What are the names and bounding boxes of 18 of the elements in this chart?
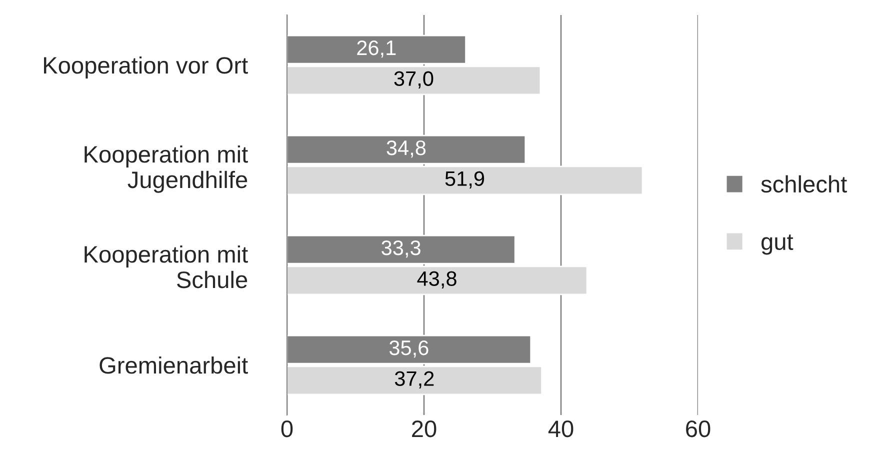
data-label: 51,9 — [445, 171, 484, 188]
data-label: 37,2 — [394, 371, 434, 388]
x-tick-label: 40 — [548, 420, 574, 438]
y-tick-label: Kooperation mit Schule — [84, 245, 248, 288]
data-label: 43,8 — [417, 271, 456, 288]
y-tick-label: Kooperation mit Jugendhilfe — [84, 145, 248, 193]
data-label: 26,1 — [357, 40, 396, 58]
legend-label: schlecht — [761, 175, 847, 193]
data-label: 34,8 — [386, 140, 426, 158]
y-tick-label: Gremienarbeit — [100, 356, 248, 374]
x-tick-label: 60 — [686, 420, 710, 438]
legend-label: gut — [762, 234, 794, 255]
x-tick-label: 20 — [412, 420, 436, 438]
data-label: 37,0 — [394, 71, 434, 88]
x-tick-label: 0 — [281, 420, 293, 438]
data-label: 35,6 — [389, 340, 428, 358]
y-tick-label: Kooperation vor Ort — [44, 56, 248, 78]
data-label: 33,3 — [382, 240, 420, 258]
